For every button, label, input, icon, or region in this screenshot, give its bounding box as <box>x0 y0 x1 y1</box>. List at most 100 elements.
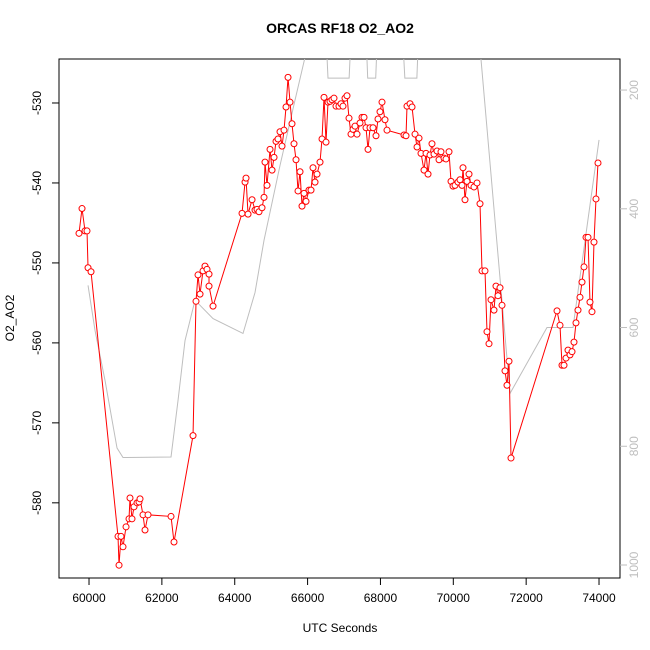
point <box>376 108 384 116</box>
y2-tick-label: 600 <box>627 317 641 337</box>
point <box>282 103 290 111</box>
point <box>128 515 136 523</box>
point <box>296 168 304 176</box>
point <box>117 532 125 540</box>
point <box>268 166 276 174</box>
point <box>260 193 268 201</box>
x-tick-label: 70000 <box>437 591 471 605</box>
point <box>408 103 416 111</box>
chart-title: ORCAS RF18 O2_AO2 <box>266 20 414 36</box>
point <box>503 381 511 389</box>
point <box>330 94 338 102</box>
point <box>402 132 410 140</box>
point <box>496 284 504 292</box>
point <box>136 495 144 503</box>
point <box>364 145 372 153</box>
point <box>170 538 178 546</box>
point <box>458 181 466 189</box>
point <box>270 153 278 161</box>
series-line <box>87 59 600 459</box>
point <box>290 140 298 148</box>
point <box>244 210 252 218</box>
point <box>580 263 588 271</box>
point <box>238 209 246 217</box>
point <box>192 297 200 305</box>
point <box>494 292 502 300</box>
point <box>574 306 582 314</box>
point <box>481 267 489 275</box>
point <box>316 158 324 166</box>
point <box>141 526 149 534</box>
point <box>588 308 596 316</box>
y-tick-label: -540 <box>30 171 44 195</box>
point <box>144 511 152 519</box>
point <box>196 290 204 298</box>
point <box>248 196 256 204</box>
point <box>369 124 377 132</box>
point <box>266 145 274 153</box>
point <box>505 357 513 365</box>
point <box>463 177 471 185</box>
y-tick-label: -570 <box>30 411 44 435</box>
point <box>584 233 592 241</box>
point <box>381 116 389 124</box>
point <box>372 132 380 140</box>
point <box>374 115 382 123</box>
point <box>476 200 484 208</box>
point <box>343 92 351 100</box>
point <box>501 367 509 375</box>
point <box>445 148 453 156</box>
point <box>194 271 202 279</box>
point <box>485 340 493 348</box>
y-tick-label: -550 <box>30 251 44 275</box>
point <box>351 122 359 130</box>
point <box>313 170 321 178</box>
point <box>205 282 213 290</box>
x-tick-label: 74000 <box>582 591 616 605</box>
point <box>115 561 123 569</box>
y2-tick-label: 200 <box>627 80 641 100</box>
point <box>415 134 423 142</box>
point <box>87 268 95 276</box>
point <box>424 170 432 178</box>
point <box>556 321 564 329</box>
point <box>576 293 584 301</box>
point <box>286 98 294 106</box>
point <box>353 130 361 138</box>
point <box>473 179 481 187</box>
point <box>490 306 498 314</box>
point <box>294 187 302 195</box>
point <box>413 143 421 151</box>
point <box>420 166 428 174</box>
point <box>320 93 328 101</box>
y2-tick-label: 1000 <box>627 551 641 578</box>
y-tick-label: -530 <box>30 91 44 115</box>
point <box>288 120 296 128</box>
y2-tick-label: 800 <box>627 436 641 456</box>
point <box>428 140 436 148</box>
point <box>302 197 310 205</box>
point <box>568 348 576 356</box>
point <box>292 156 300 164</box>
point <box>487 296 495 304</box>
x-tick-label: 72000 <box>509 591 543 605</box>
point <box>553 307 561 315</box>
point <box>278 142 286 150</box>
point <box>298 202 306 210</box>
point <box>242 174 250 182</box>
point <box>483 328 491 336</box>
point <box>383 126 391 134</box>
point <box>378 98 386 106</box>
point <box>461 196 469 204</box>
point <box>258 204 266 212</box>
point <box>560 361 568 369</box>
point <box>205 270 213 278</box>
x-tick-label: 66000 <box>291 591 325 605</box>
point <box>75 229 83 237</box>
point <box>465 170 473 178</box>
point <box>360 113 368 121</box>
point <box>437 148 445 156</box>
x-axis-label: UTC Seconds <box>303 621 378 635</box>
point <box>339 102 347 110</box>
